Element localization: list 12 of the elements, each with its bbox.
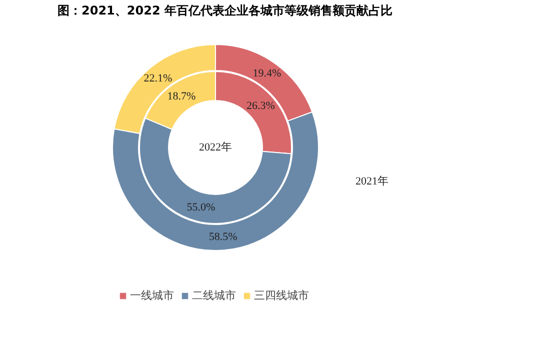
data-label: 18.7% [167,90,196,102]
slice-label: 2021年 [356,176,388,188]
data-label: 58.5% [208,231,238,244]
chart-title: 图：2021、2022 年百亿代表企业各城市等级销售额贡献占比 [58,4,392,18]
legend-label: 二线城市 [192,288,236,303]
slice-label: 2022年 [199,142,232,154]
data-label: 19.4% [252,68,282,80]
data-label: 22.1% [144,72,172,84]
legend-label: 三四线城市 [254,288,309,303]
legend-label: 一线城市 [130,288,174,303]
data-label: 55.0% [186,201,216,214]
data-label: 26.3% [246,100,275,112]
